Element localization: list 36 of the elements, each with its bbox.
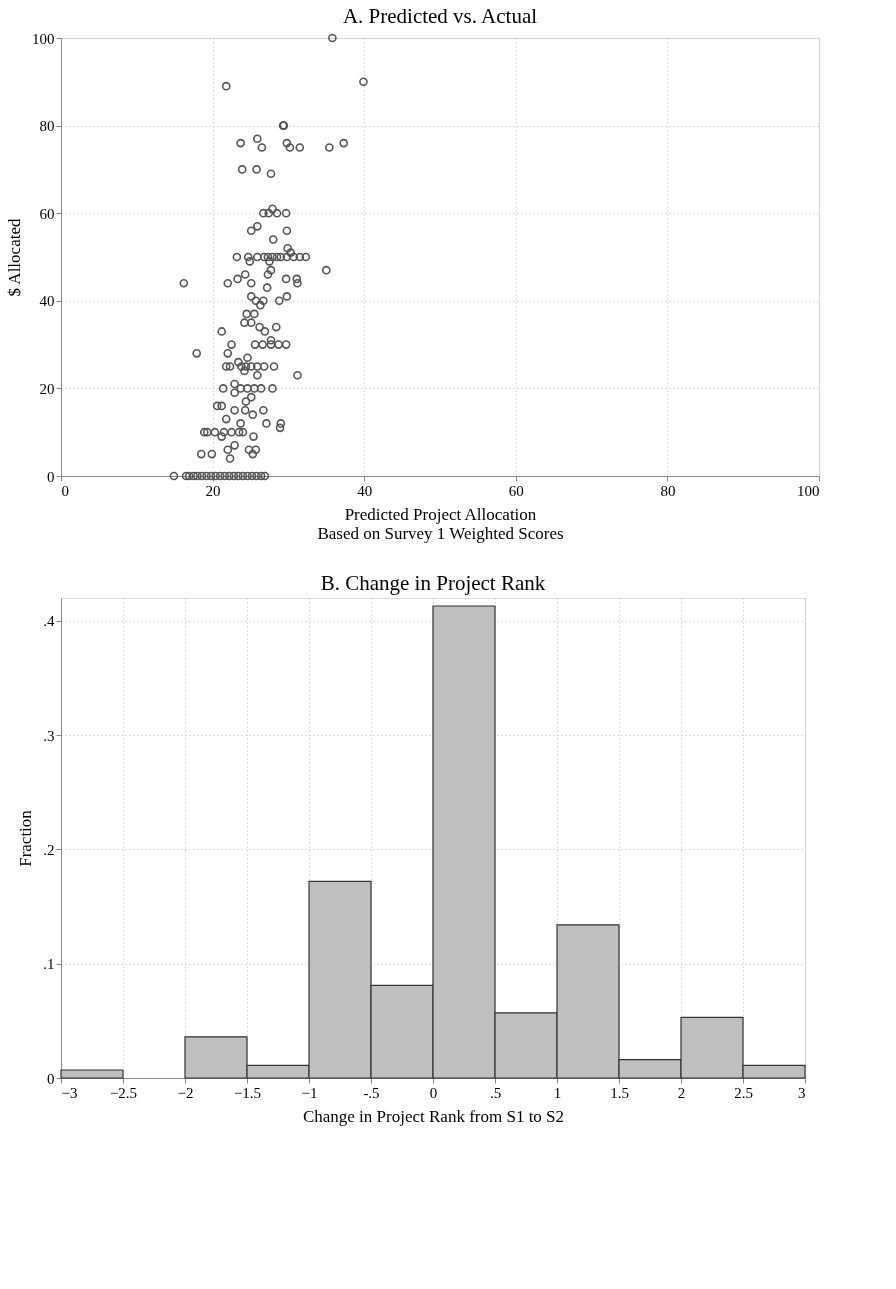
x-tick-label: 2 <box>677 1084 686 1101</box>
x-tick-label: 80 <box>660 482 676 499</box>
x-tick-label: 0 <box>61 482 69 499</box>
x-tick-label: 40 <box>357 482 373 499</box>
x-tick-label: −1 <box>301 1084 318 1101</box>
x-tick-label: 60 <box>508 482 524 499</box>
y-axis-title: Fraction <box>16 809 36 867</box>
y-tick-label: .2 <box>43 841 55 858</box>
x-tick-label: 1.5 <box>610 1084 629 1101</box>
chart-title: B. Change in Project Rank <box>320 571 546 595</box>
x-tick-label: −2 <box>177 1084 194 1101</box>
x-tick-label: −2.5 <box>109 1084 138 1101</box>
x-tick-label: 0 <box>429 1084 438 1101</box>
x-tick-label: .5 <box>489 1084 502 1101</box>
x-tick-label: 2.5 <box>734 1084 753 1101</box>
y-tick-label: 0 <box>47 468 55 485</box>
y-tick-label: .4 <box>43 613 55 630</box>
y-tick-label: 20 <box>39 380 55 397</box>
x-tick-label: 20 <box>205 482 221 499</box>
y-tick-label: 60 <box>39 205 55 222</box>
y-tick-label: .3 <box>43 727 55 744</box>
y-tick-label: 100 <box>32 30 55 47</box>
y-tick-label: 0 <box>47 1070 55 1087</box>
x-tick-label: −1.5 <box>233 1084 262 1101</box>
x-axis-title: Change in Project Rank from S1 to S2 <box>302 1106 565 1126</box>
x-tick-label: -.5 <box>363 1084 380 1101</box>
y-tick-label: .1 <box>43 956 55 973</box>
y-tick-label: 80 <box>39 118 55 135</box>
y-tick-label: 40 <box>39 293 55 310</box>
x-tick-label: −3 <box>61 1084 78 1101</box>
y-axis-title: $ Allocated <box>5 218 24 297</box>
x-tick-label: 100 <box>797 482 820 499</box>
x-tick-label: 3 <box>798 1084 806 1101</box>
x-tick-label: 1 <box>553 1084 562 1101</box>
x-axis-title: Predicted Project Allocation Based on Survey 1 Weighted Scores <box>317 504 564 543</box>
chart-title: A. Predicted vs. Actual <box>342 4 538 28</box>
